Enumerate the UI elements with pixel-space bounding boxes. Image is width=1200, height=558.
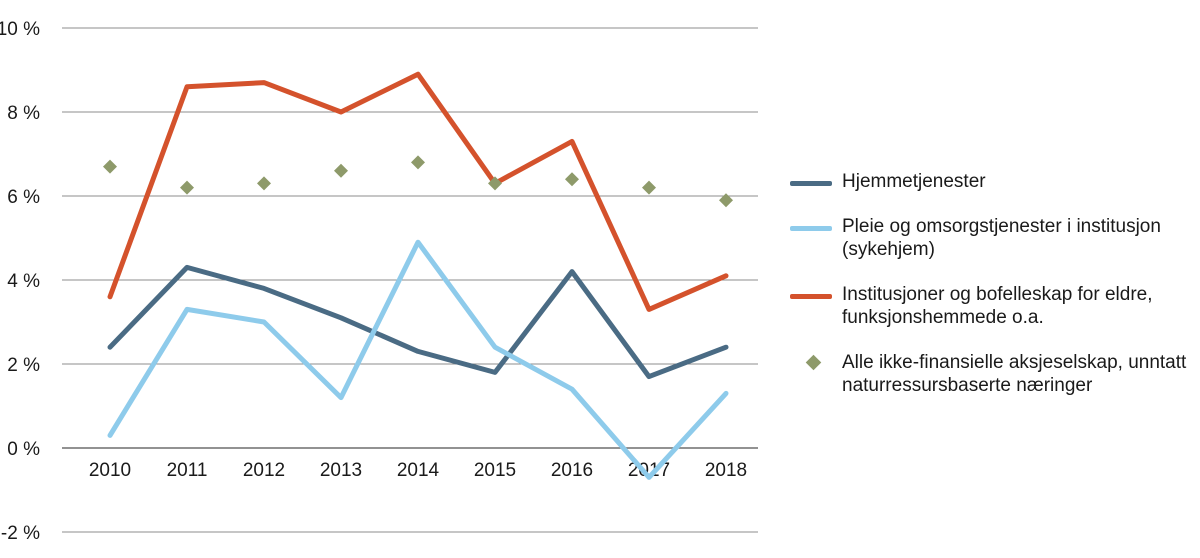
x-tick-label: 2011 <box>167 460 208 481</box>
x-tick-label: 2010 <box>89 460 131 481</box>
data-point-diamond <box>642 180 656 195</box>
legend-swatch-institusjoner <box>790 294 832 299</box>
data-point-diamond <box>719 193 733 208</box>
legend-label-line-1: Alle ikke-finansielle aksjeselskap, unnt… <box>842 352 1187 373</box>
legend-swatch-sykehjem <box>790 226 832 231</box>
y-tick-label: 8 % <box>7 103 40 124</box>
legend-item-alle-aksjeselskap: Alle ikke-finansielle aksjeselskap, unnt… <box>790 351 1200 397</box>
y-tick-label: 2 % <box>7 355 40 376</box>
x-tick-label: 2018 <box>705 460 747 481</box>
legend-label-line-1: Hjemmetjenester <box>842 171 986 192</box>
data-point-diamond <box>180 180 194 195</box>
y-tick-label: 10 % <box>0 19 40 40</box>
data-point-diamond <box>334 163 348 178</box>
x-axis-tick-labels: 2010 2011 2012 2013 2014 2015 2016 2017 2018 <box>89 460 747 481</box>
data-point-diamond <box>257 176 271 191</box>
x-tick-label: 2014 <box>397 460 440 481</box>
legend-item-sykehjem: Pleie og omsorgstjenester i institusjon … <box>790 215 1200 261</box>
series-line-2 <box>107 71 729 312</box>
x-tick-label: 2013 <box>320 460 362 481</box>
y-tick-label: 0 % <box>7 439 40 460</box>
data-point-diamond <box>103 159 117 174</box>
y-tick-label: 4 % <box>7 271 40 292</box>
legend-label-line-2: funksjonshemmede o.a. <box>842 307 1044 328</box>
data-point-diamond <box>411 155 425 170</box>
legend-label-line-2: naturressursbaserte næringer <box>842 375 1093 396</box>
series-layer <box>103 71 733 480</box>
y-tick-label: 6 % <box>7 187 40 208</box>
legend-label-line-2: (sykehjem) <box>842 239 935 260</box>
legend-label-line-1: Institusjoner og bofelleskap for eldre, <box>842 284 1153 305</box>
legend-swatch-diamond-icon <box>805 354 822 371</box>
gridlines <box>62 27 758 533</box>
series-line-0 <box>107 264 729 380</box>
y-axis-tick-labels: -2 % 0 % 2 % 4 % 6 % 8 % 10 % <box>0 19 40 544</box>
x-tick-label: 2016 <box>551 460 593 481</box>
y-tick-label: -2 % <box>1 523 40 544</box>
x-tick-label: 2012 <box>243 460 285 481</box>
series-line-1 <box>107 239 729 480</box>
x-tick-label: 2015 <box>474 460 516 481</box>
legend-item-hjemmetjenester: Hjemmetjenester <box>790 170 1200 193</box>
data-point-diamond <box>488 176 502 191</box>
legend-item-institusjoner: Institusjoner og bofelleskap for eldre, … <box>790 283 1200 329</box>
legend-label-line-1: Pleie og omsorgstjenester i institusjon <box>842 216 1161 237</box>
line-chart: -2 % 0 % 2 % 4 % 6 % 8 % 10 % 2010 2011 2012 2013… <box>0 19 758 544</box>
chart-legend: Hjemmetjenester Pleie og omsorgstjeneste… <box>790 170 1200 419</box>
data-point-diamond <box>565 172 579 187</box>
legend-swatch-hjemmetjenester <box>790 181 832 186</box>
